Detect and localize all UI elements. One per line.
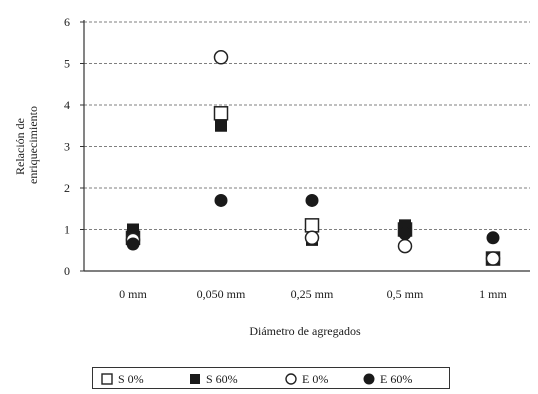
legend-label-e0: E 0% bbox=[302, 372, 329, 386]
open-circle-icon bbox=[285, 373, 297, 385]
y-tick-label: 2 bbox=[64, 181, 70, 195]
data-point-filled-square bbox=[127, 223, 139, 236]
x-axis-title: Diámetro de agregados bbox=[249, 324, 361, 338]
x-tick-label: 0 mm bbox=[119, 287, 147, 301]
data-point-open-square bbox=[304, 218, 320, 233]
legend-label-e60: E 60% bbox=[380, 372, 413, 386]
x-tick-label: 0,050 mm bbox=[197, 287, 246, 301]
y-tick-label: 6 bbox=[64, 15, 70, 29]
filled-square-icon bbox=[190, 374, 200, 384]
y-axis-title: Relación de enriquecimiento bbox=[13, 106, 40, 184]
legend-item-s0: S 0% bbox=[101, 371, 144, 387]
grid-lines bbox=[84, 21, 530, 230]
legend-label-s60: S 60% bbox=[206, 372, 238, 386]
data-point-open-circle bbox=[213, 50, 229, 65]
data-point-filled-circle bbox=[126, 237, 140, 251]
data-point-open-circle bbox=[485, 251, 501, 266]
axes bbox=[80, 20, 530, 272]
data-point-filled-square bbox=[215, 119, 227, 132]
x-tick-label: 1 mm bbox=[479, 287, 507, 301]
y-axis-title-line-1: Relación de bbox=[13, 118, 27, 175]
y-tick-label: 1 bbox=[64, 223, 70, 237]
y-tick-label: 5 bbox=[64, 57, 70, 71]
y-tick-label: 4 bbox=[64, 98, 70, 112]
data-point-filled-circle bbox=[398, 227, 412, 241]
data-point-open-circle bbox=[304, 230, 320, 246]
y-tick-label: 0 bbox=[64, 264, 70, 278]
x-tick-label: 0,5 mm bbox=[387, 287, 424, 301]
open-square-icon bbox=[101, 373, 113, 385]
legend: S 0% S 60% E 0% E 60% bbox=[92, 367, 450, 389]
legend-label-s0: S 0% bbox=[118, 372, 144, 386]
x-tick-labels: 0 mm 0,050 mm 0,25 mm 0,5 mm 1 mm bbox=[119, 287, 507, 301]
data-point-filled-circle bbox=[486, 231, 500, 245]
legend-item-s60: S 60% bbox=[189, 371, 238, 387]
y-tick-label: 3 bbox=[64, 140, 70, 154]
data-point-open-circle bbox=[397, 238, 413, 254]
data-point-open-square bbox=[213, 106, 229, 121]
data-point-filled-circle bbox=[214, 193, 228, 207]
legend-item-e60: E 60% bbox=[363, 371, 412, 387]
data-point-filled-circle bbox=[305, 193, 319, 207]
data-points bbox=[125, 50, 501, 266]
y-axis-title-line-2: enriquecimiento bbox=[26, 106, 40, 184]
y-tick-labels: 0 1 2 3 4 5 6 bbox=[64, 15, 70, 278]
x-tick-label: 0,25 mm bbox=[291, 287, 334, 301]
legend-item-e0: E 0% bbox=[285, 371, 328, 387]
filled-circle-icon bbox=[363, 373, 375, 385]
